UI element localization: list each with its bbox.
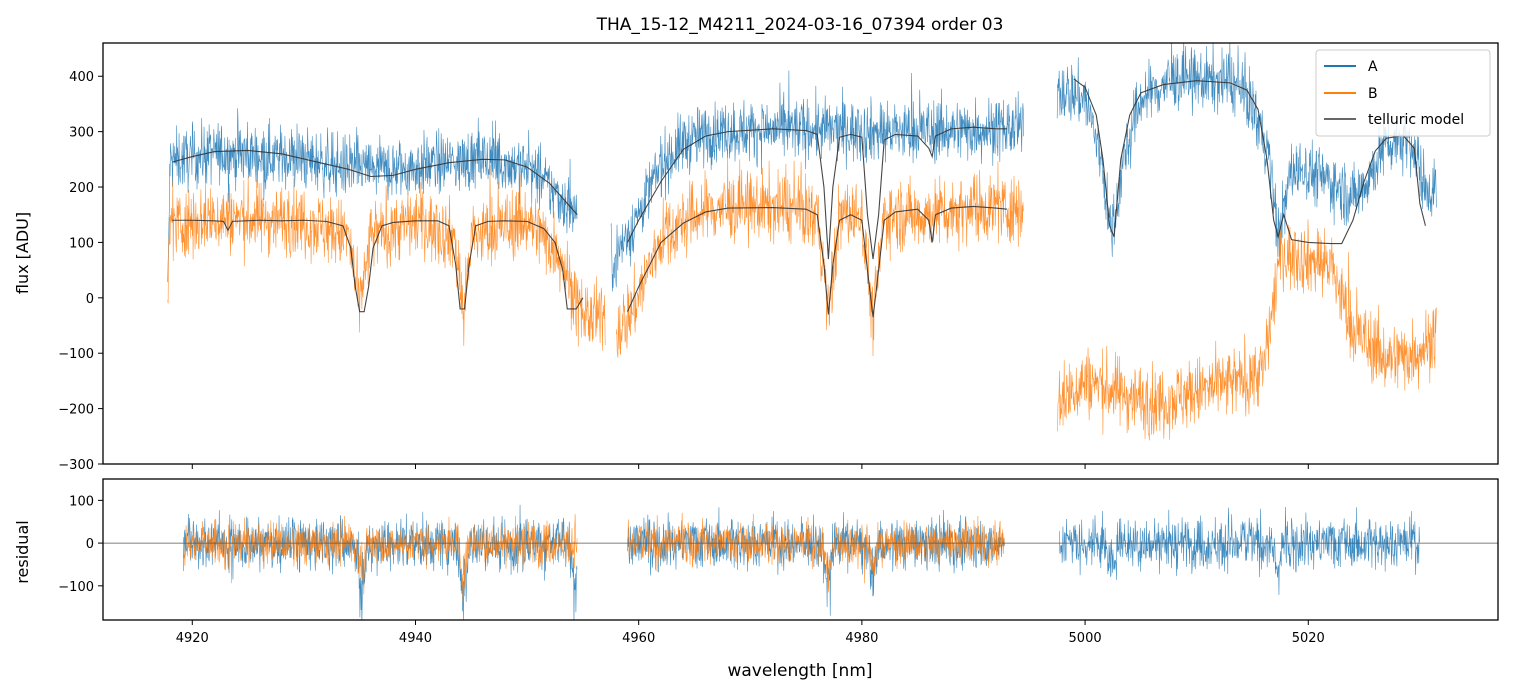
series-b-segment-1 [616, 154, 1024, 358]
x-axis-label: wavelength [nm] [727, 661, 872, 681]
x-tick-label: 4920 [176, 631, 209, 646]
telluric-model-segment-2 [627, 126, 1007, 260]
x-tick-label: 5000 [1069, 631, 1102, 646]
residual-b-segment-1 [627, 512, 1005, 593]
top-y-tick-label: 0 [86, 292, 94, 307]
series-b-segment-2 [1057, 219, 1437, 441]
telluric-model-segment-4 [1073, 78, 1426, 245]
top-y-tick-label: −100 [58, 347, 94, 362]
top-y-tick-label: 200 [69, 181, 94, 196]
top-y-tick-label: 100 [69, 236, 94, 251]
telluric-model-segment-0 [172, 149, 578, 216]
bottom-panel-plot [103, 504, 1498, 620]
bottom-panel-frame [102, 478, 1499, 621]
telluric-model-segment-3 [627, 205, 1008, 318]
residual-a-segment-0 [183, 504, 578, 620]
residual-b-segment-0 [183, 514, 578, 603]
bottom-y-tick-label: −100 [58, 580, 94, 595]
residual-a-segment-2 [1059, 507, 1420, 595]
top-panel-axes: 400 300 200 100 0 −100 −200 −300 [58, 70, 1309, 473]
telluric-model-segment-1 [172, 219, 584, 313]
bottom-y-tick-label: 0 [86, 537, 94, 552]
legend-label-telluric-model: telluric model [1368, 112, 1464, 128]
series-a-segment-1 [610, 70, 1024, 292]
residual-a-segment-1 [627, 507, 1005, 616]
x-tick-label: 4960 [622, 631, 655, 646]
x-tick-label: 4940 [399, 631, 432, 646]
top-y-tick-label: −200 [58, 403, 94, 418]
bottom-panel-axes: 100 0 −100 4920 4940 4960 4980 5000 5020 [58, 494, 1325, 646]
x-tick-label: 5020 [1292, 631, 1325, 646]
series-b-segment-0 [167, 165, 606, 351]
top-y-tick-label: −300 [58, 458, 94, 473]
legend-box [1315, 49, 1491, 137]
series-a-segment-0 [167, 108, 578, 283]
legend-label-b: B [1368, 86, 1378, 102]
top-y-tick-label: 400 [69, 70, 94, 85]
series-a-segment-2 [1056, 43, 1437, 257]
x-tick-label: 4980 [845, 631, 878, 646]
legend-label-a: A [1368, 59, 1378, 75]
legend: A B telluric model [1315, 49, 1491, 137]
bottom-y-axis-label: residual [13, 520, 32, 583]
top-y-axis-label: flux [ADU] [13, 212, 32, 294]
bottom-y-tick-label: 100 [69, 494, 94, 509]
top-panel-frame [102, 42, 1499, 465]
top-y-tick-label: 300 [69, 126, 94, 141]
chart-title: THA_15-12_M4211_2024-03-16_07394 order 0… [596, 15, 1004, 35]
top-panel-plot [167, 43, 1437, 441]
